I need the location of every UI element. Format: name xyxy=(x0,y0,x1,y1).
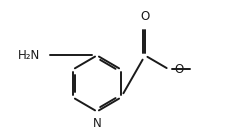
Text: O: O xyxy=(140,10,150,23)
Text: N: N xyxy=(93,116,101,129)
Text: O: O xyxy=(174,63,183,76)
Text: H₂N: H₂N xyxy=(18,49,40,62)
